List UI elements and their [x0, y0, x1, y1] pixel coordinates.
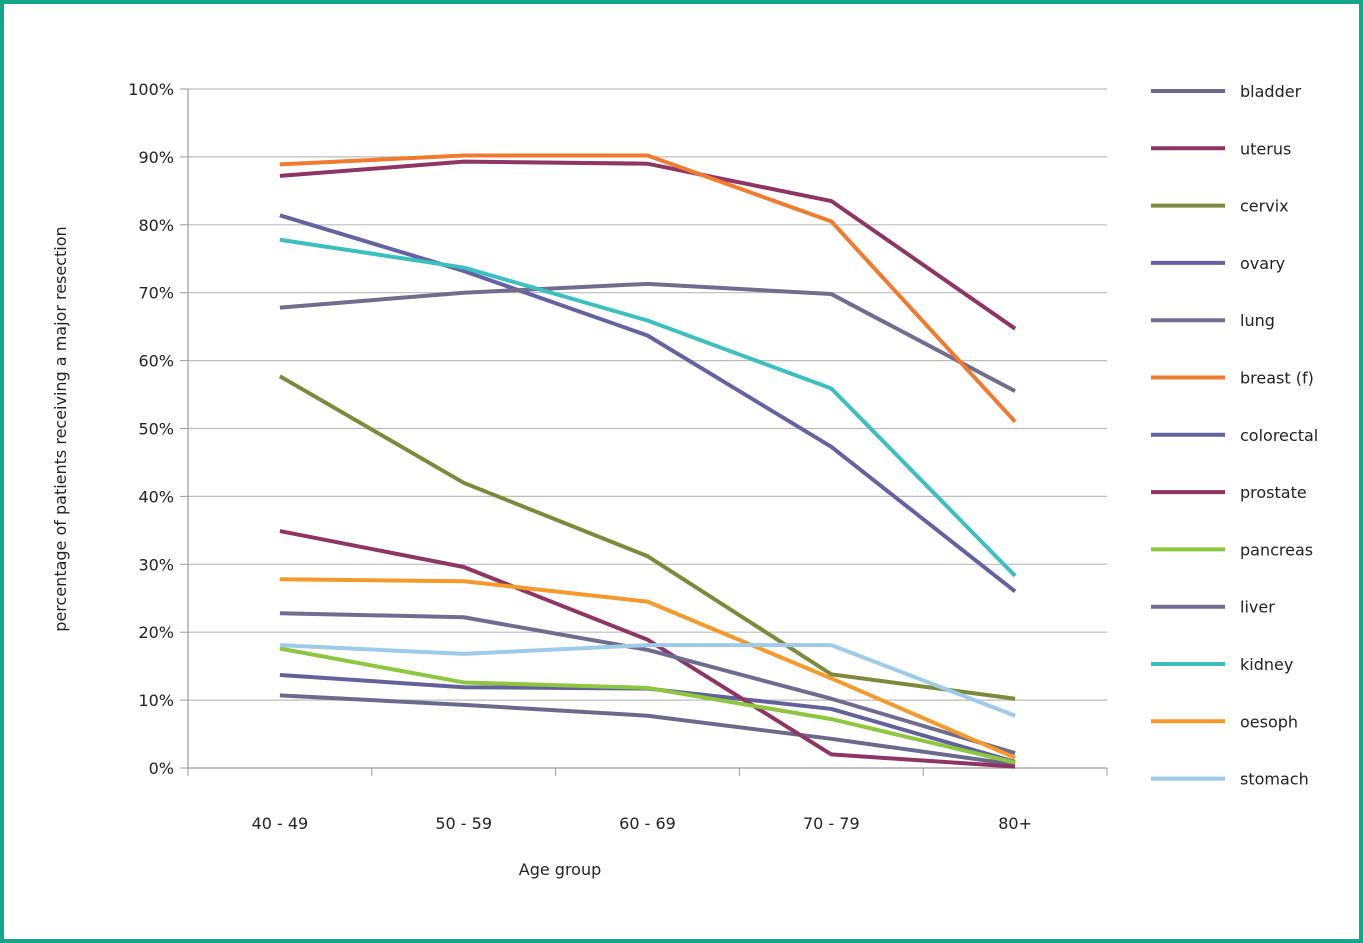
- x-tick-label: 70 - 79: [803, 814, 860, 833]
- legend-label: oesoph: [1240, 712, 1298, 731]
- y-tick-label: 100%: [128, 80, 174, 99]
- series-line-bladder: [279, 693, 1016, 767]
- series-line-liver: [279, 611, 1016, 755]
- x-tick-label: 40 - 49: [252, 814, 309, 833]
- legend-label: breast (f): [1240, 369, 1314, 388]
- series-lines: [278, 153, 1017, 769]
- y-tick-label: 20%: [138, 623, 174, 642]
- grid-lines: [188, 88, 1107, 701]
- legend-label: prostate: [1240, 483, 1307, 502]
- legend-label: liver: [1240, 598, 1275, 617]
- x-tick-label: 50 - 59: [435, 814, 492, 833]
- legend-label: colorectal: [1240, 426, 1318, 445]
- series-line-oesoph: [279, 577, 1016, 760]
- series-line-uterus: [279, 159, 1017, 331]
- y-tick-label: 90%: [138, 148, 174, 167]
- y-tick-label: 0%: [149, 759, 174, 778]
- x-tick-label: 60 - 69: [619, 814, 676, 833]
- legend-label: cervix: [1240, 197, 1289, 216]
- y-tick-label: 40%: [138, 487, 174, 506]
- series-line-pancreas: [279, 646, 1016, 765]
- legend-label: lung: [1240, 311, 1275, 330]
- y-tick-label: 60%: [138, 352, 174, 371]
- series-line-breast-f: [279, 153, 1017, 424]
- series-line-prostate: [279, 529, 1016, 769]
- axes: 0% 10% 20% 30% 40% 50% 60% 70% 80% 90% 100% 40 - 49…: [128, 80, 1108, 833]
- legend-label: bladder: [1240, 82, 1302, 101]
- y-tick-label: 10%: [138, 691, 174, 710]
- x-axis-title: Age group: [519, 860, 602, 879]
- legend-label: ovary: [1240, 254, 1285, 273]
- series-line-stomach: [279, 643, 1016, 718]
- legend-label: stomach: [1240, 770, 1309, 789]
- y-tick-label: 30%: [138, 555, 174, 574]
- y-axis-title: percentage of patients receiving a major…: [51, 226, 70, 631]
- legend-label: uterus: [1240, 139, 1291, 158]
- y-tick-label: 50%: [138, 420, 174, 439]
- legend-label: pancreas: [1240, 540, 1313, 559]
- series-line-ovary: [279, 213, 1017, 594]
- series-line-cervix: [278, 374, 1016, 701]
- x-tick-label: 80+: [998, 814, 1032, 833]
- y-tick-label: 80%: [138, 216, 174, 235]
- legend: bladder uterus cervix ovary lung breast (f) co…: [1151, 82, 1318, 789]
- y-tick-label: 70%: [138, 284, 174, 303]
- series-line-lung: [279, 281, 1017, 393]
- series-line-kidney: [279, 237, 1017, 578]
- legend-label: kidney: [1240, 655, 1293, 674]
